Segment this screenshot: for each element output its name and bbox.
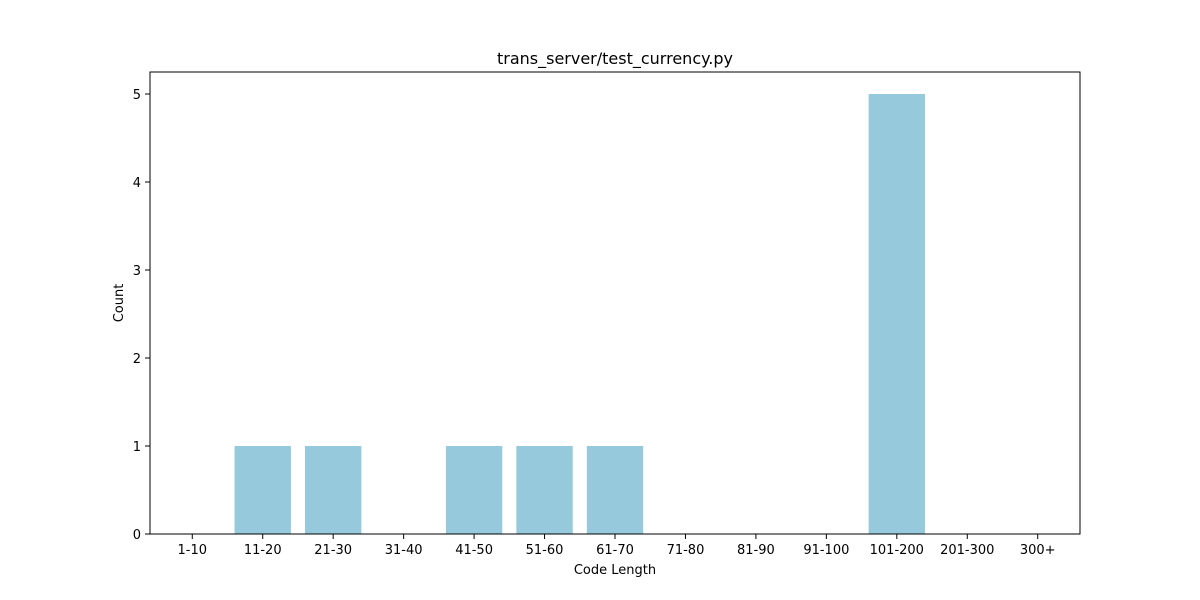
chart-title: trans_server/test_currency.py	[497, 49, 733, 69]
y-axis-ticks: 0 1 2 3 4 5	[133, 88, 150, 543]
bar-41-50	[445, 446, 503, 534]
x-tick-label: 31-40	[385, 543, 423, 558]
x-tick-label: 101-200	[870, 543, 924, 558]
y-tick-label: 2	[133, 352, 141, 367]
bar-51-60	[516, 446, 573, 534]
x-tick-label: 81-90	[737, 543, 775, 558]
y-axis-label: Count	[112, 284, 127, 323]
x-tick-label: 61-70	[596, 543, 634, 558]
x-tick-label: 91-100	[803, 543, 849, 558]
bars-group	[234, 94, 925, 534]
x-tick-label: 41-50	[455, 543, 493, 558]
y-tick-label: 5	[133, 88, 141, 103]
y-tick-label: 0	[133, 528, 141, 543]
y-tick-label: 1	[133, 440, 141, 455]
bar-11-20	[234, 446, 291, 534]
x-tick-label: 201-300	[940, 543, 994, 558]
bar-101-200	[868, 94, 925, 534]
x-tick-label: 1-10	[178, 543, 208, 558]
x-tick-label: 51-60	[526, 543, 564, 558]
plot-frame	[149, 71, 1081, 535]
bar-21-30	[305, 446, 362, 534]
x-tick-label: 300+	[1020, 543, 1056, 558]
x-axis-ticks: 1-10 11-20 21-30 31-40 41-50 51-60 61-70 71-80 8…	[178, 534, 1056, 558]
y-tick-label: 4	[133, 176, 141, 191]
x-tick-label: 21-30	[314, 543, 352, 558]
bar-61-70	[586, 446, 644, 534]
x-tick-label: 11-20	[244, 543, 282, 558]
x-tick-label: 71-80	[667, 543, 705, 558]
x-axis-label: Code Length	[574, 563, 656, 578]
y-tick-label: 3	[133, 264, 141, 279]
